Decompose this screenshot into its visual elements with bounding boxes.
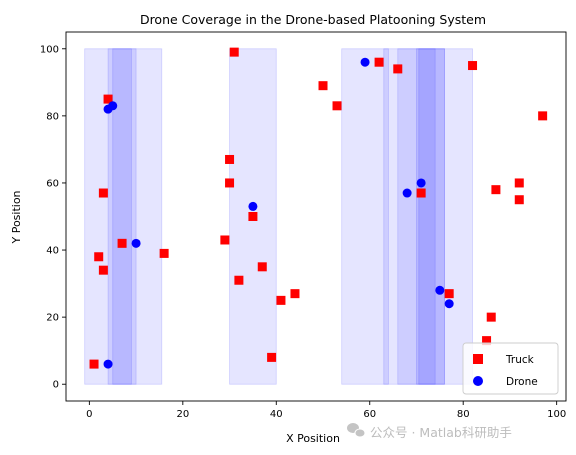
drone-point-6	[416, 178, 426, 188]
x-tick-label-3: 60	[363, 409, 376, 420]
y-tick-label-3: 60	[46, 178, 59, 189]
truck-point-16	[267, 352, 277, 362]
truck-point-12	[234, 275, 244, 285]
truck-point-24	[491, 185, 501, 195]
y-tick-label-1: 20	[46, 313, 59, 324]
drone-point-2	[131, 238, 141, 248]
drone-point-5	[360, 57, 370, 67]
x-tick-label-4: 80	[457, 409, 470, 420]
truck-point-0	[89, 359, 99, 369]
x-tick-label-2: 40	[270, 409, 283, 420]
watermark-text: 公众号 · Matlab科研助手	[370, 425, 512, 440]
drone-point-1	[108, 101, 118, 111]
watermark: 公众号 · Matlab科研助手	[347, 423, 512, 440]
legend-label-truck: Truck	[505, 354, 535, 366]
truck-point-27	[538, 111, 548, 121]
truck-point-23	[444, 289, 454, 299]
wechat-icon	[347, 423, 366, 438]
y-tick-label-2: 40	[46, 246, 59, 257]
coverage-band-5	[383, 48, 445, 385]
y-tick-label-4: 80	[46, 111, 59, 122]
truck-point-13	[257, 262, 267, 272]
legend-marker-truck	[473, 354, 483, 364]
coverage-bands	[84, 48, 473, 385]
truck-point-22	[416, 188, 426, 198]
coverage-band-4	[341, 48, 389, 385]
legend-box	[462, 342, 559, 395]
truck-point-1	[103, 94, 113, 104]
coverage-band-7	[416, 48, 473, 385]
truck-point-26	[514, 195, 524, 205]
coverage-band-6	[397, 48, 445, 385]
y-axis-ticks: 0 20 40 60 80 100	[40, 44, 66, 391]
coverage-band-2	[112, 48, 132, 385]
drone-point-7	[402, 188, 412, 198]
drone-point-9	[444, 299, 454, 309]
truck-point-2	[98, 188, 108, 198]
chart-title: Drone Coverage in the Drone-based Platoo…	[140, 12, 486, 27]
truck-point-28	[486, 312, 496, 322]
truck-point-15	[290, 289, 300, 299]
legend: Truck Drone	[462, 342, 559, 395]
x-axis-ticks: 0 20 40 60 80 100	[86, 401, 566, 420]
drone-point-3	[103, 359, 113, 369]
x-tick-label-1: 20	[176, 409, 189, 420]
truck-point-4	[94, 252, 104, 262]
y-tick-label-0: 0	[53, 380, 59, 391]
truck-point-19	[374, 57, 384, 67]
truck-point-21	[468, 61, 478, 71]
truck-point-10	[248, 212, 258, 221]
truck-point-18	[332, 101, 342, 111]
truck-point-5	[98, 265, 108, 275]
drone-point-8	[435, 285, 445, 295]
truck-point-11	[220, 235, 230, 245]
truck-point-25	[514, 178, 524, 188]
drone-point-4	[248, 201, 258, 211]
truck-point-29	[482, 336, 492, 346]
coverage-band-8	[418, 48, 436, 385]
legend-marker-drone	[473, 376, 483, 386]
x-axis-label: X Position	[286, 432, 340, 445]
truck-point-3	[117, 238, 127, 248]
truck-point-17	[318, 81, 328, 91]
legend-label-drone: Drone	[506, 376, 538, 388]
truck-point-7	[229, 47, 239, 57]
x-tick-label-5: 100	[547, 409, 566, 420]
y-tick-label-5: 100	[40, 44, 59, 55]
truck-point-14	[276, 295, 286, 305]
truck-point-9	[225, 178, 235, 188]
x-tick-label-0: 0	[86, 409, 92, 420]
y-axis-label: Y Position	[10, 190, 23, 244]
truck-point-6	[159, 248, 169, 258]
data-points	[89, 47, 548, 369]
truck-point-20	[393, 64, 403, 74]
truck-point-8	[225, 154, 235, 164]
plot-frame	[65, 31, 567, 402]
